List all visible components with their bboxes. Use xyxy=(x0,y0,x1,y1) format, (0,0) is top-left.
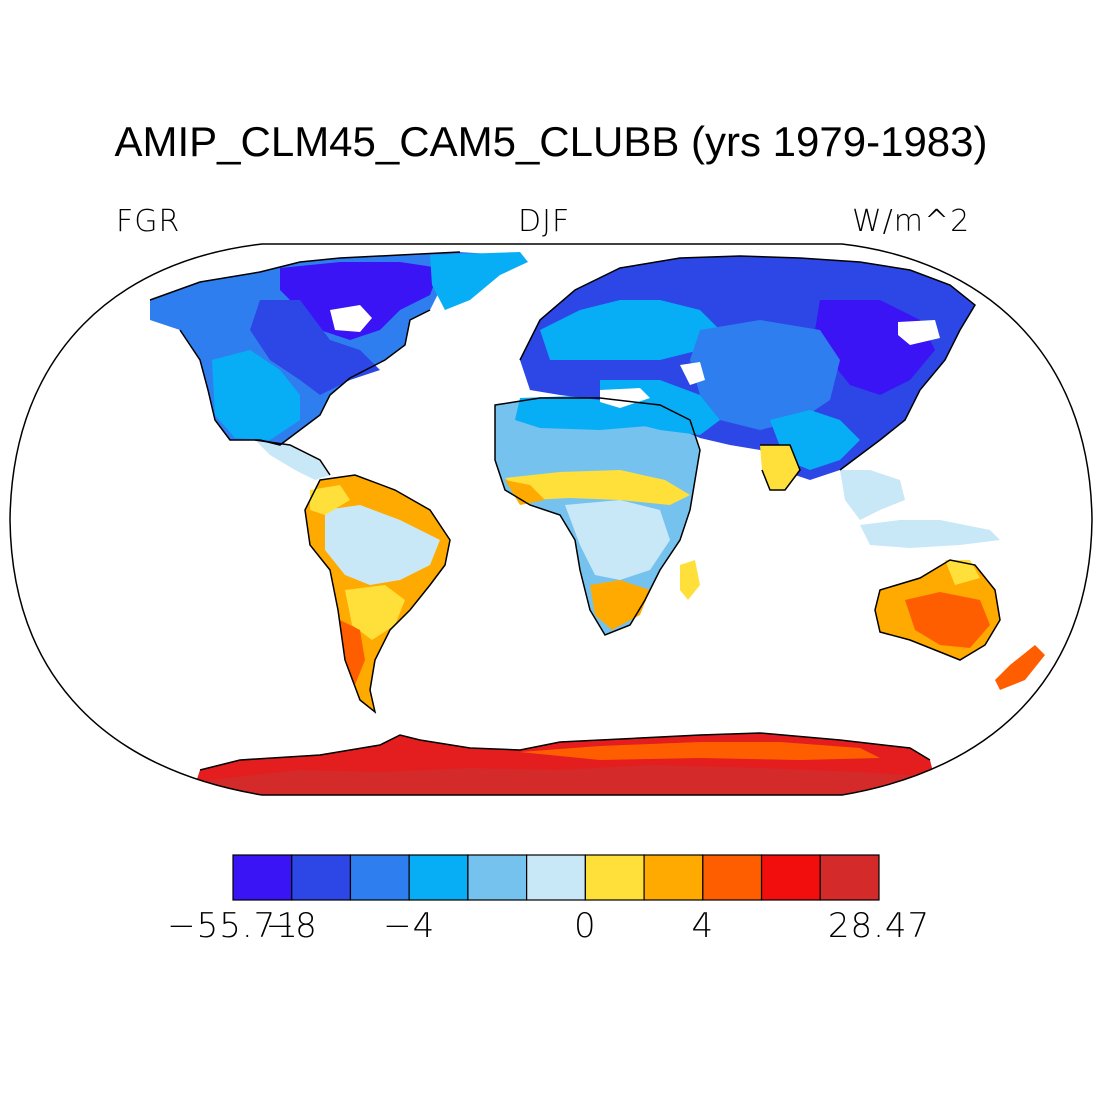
colorbar-swatch xyxy=(291,854,352,901)
colorbar-swatch xyxy=(760,854,821,901)
variable-label: FGR xyxy=(116,204,181,239)
coastlines xyxy=(149,251,1001,771)
colorbar-swatch xyxy=(819,854,880,901)
plot-title: AMIP_CLM45_CAM5_CLUBB (yrs 1979-1983) xyxy=(114,118,988,165)
colorbar-swatch xyxy=(232,854,293,901)
colorbar-swatch xyxy=(349,854,410,901)
colorbar-tick-label: 4 xyxy=(691,906,715,946)
colorbar-swatch xyxy=(467,854,528,901)
colorbar-swatch xyxy=(643,854,704,901)
colorbar-tick-label: 28.47 xyxy=(827,906,931,946)
globe-outline xyxy=(9,243,1093,796)
colorbar-swatch xyxy=(584,854,645,901)
colorbar-tick-label: −4 xyxy=(383,906,436,946)
units-label: W/m^2 xyxy=(852,204,971,239)
colorbar-swatch xyxy=(702,854,763,901)
colorbar-swatch xyxy=(408,854,469,901)
colorbar-swatch xyxy=(526,854,586,901)
land-fill xyxy=(150,252,1045,795)
colorbar-tick-label: −8 xyxy=(265,906,318,946)
colorbar xyxy=(232,854,880,901)
colorbar-tick-label: 0 xyxy=(574,906,597,946)
season-label: DJF xyxy=(518,204,571,239)
colorbar-tick-label: −55.71 xyxy=(167,906,299,946)
